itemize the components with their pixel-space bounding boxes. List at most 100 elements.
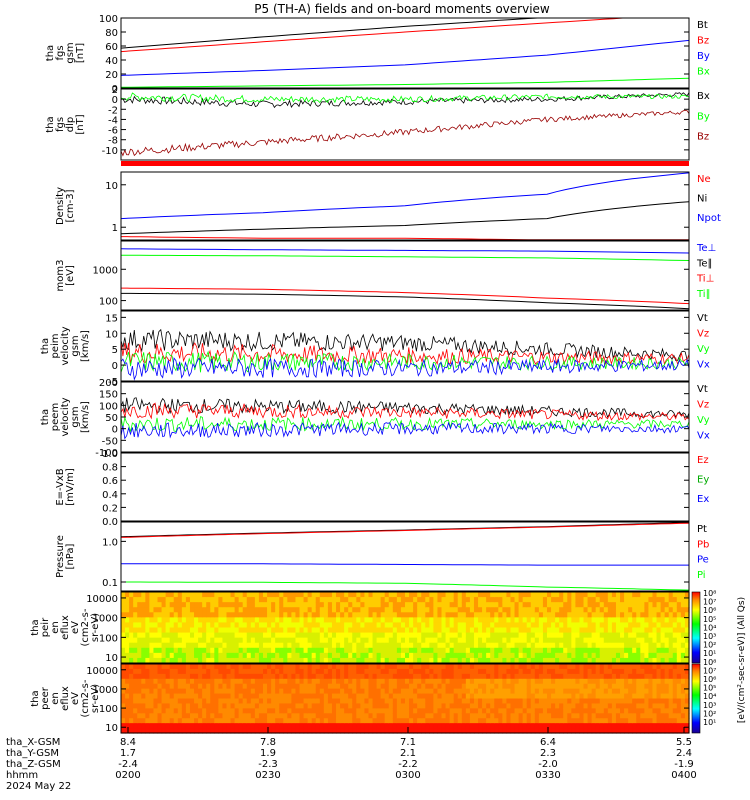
heatmap-cell bbox=[409, 627, 414, 634]
heatmap-cell bbox=[405, 703, 410, 709]
heatmap-cell bbox=[676, 592, 682, 598]
heatmap-cell bbox=[258, 627, 264, 634]
heatmap-cell bbox=[315, 617, 321, 624]
heatmap-cell bbox=[198, 652, 203, 659]
heatmap-cell bbox=[672, 632, 678, 639]
heatmap-cell bbox=[299, 683, 305, 690]
heatmap-cell bbox=[258, 683, 264, 690]
heatmap-cell bbox=[664, 652, 670, 659]
heatmap-cell bbox=[364, 622, 370, 629]
heatmap-cell bbox=[153, 713, 159, 719]
heatmap-cell bbox=[611, 678, 617, 685]
heatmap-cell bbox=[486, 657, 491, 664]
heatmap-cell bbox=[567, 718, 572, 724]
heatmap-cell bbox=[145, 723, 150, 729]
heatmap-cell bbox=[567, 668, 572, 675]
heatmap-cell bbox=[194, 664, 199, 670]
heatmap-cell bbox=[607, 678, 613, 685]
heatmap-cell bbox=[149, 718, 155, 724]
heatmap-cell bbox=[632, 647, 637, 654]
heatmap-cell bbox=[494, 612, 499, 618]
heatmap-cell bbox=[526, 612, 532, 618]
heatmap-cell bbox=[364, 688, 370, 695]
heatmap-cell bbox=[360, 602, 366, 608]
heatmap-cell bbox=[360, 637, 366, 644]
heatmap-cell bbox=[607, 708, 613, 714]
heatmap-cell bbox=[388, 668, 394, 675]
heatmap-cell bbox=[125, 673, 130, 680]
heatmap-cell bbox=[636, 607, 641, 613]
heatmap-cell bbox=[599, 698, 605, 705]
heatmap-cell bbox=[640, 703, 645, 709]
heatmap-cell bbox=[587, 657, 593, 664]
heatmap-cell bbox=[567, 617, 572, 624]
heatmap-cell bbox=[478, 713, 483, 719]
heatmap-cell bbox=[437, 693, 443, 700]
heatmap-cell bbox=[510, 637, 516, 644]
heatmap-cell bbox=[595, 664, 601, 670]
heatmap-cell bbox=[388, 607, 394, 613]
heatmap-cell bbox=[181, 602, 187, 608]
heatmap-cell bbox=[530, 612, 536, 618]
heatmap-cell bbox=[145, 617, 150, 624]
heatmap-cell bbox=[287, 664, 292, 670]
heatmap-cell bbox=[469, 718, 475, 724]
heatmap-cell bbox=[530, 708, 536, 714]
heatmap-cell bbox=[437, 592, 443, 598]
heatmap-cell bbox=[356, 652, 361, 659]
heatmap-cell bbox=[449, 668, 455, 675]
heatmap-cell bbox=[599, 703, 605, 709]
heatmap-cell bbox=[603, 693, 609, 700]
heatmap-cell bbox=[607, 652, 613, 659]
heatmap-cell bbox=[303, 657, 309, 664]
heatmap-cell bbox=[348, 698, 353, 705]
heatmap-cell bbox=[319, 642, 325, 649]
heatmap-cell bbox=[620, 627, 625, 634]
heatmap-cell bbox=[538, 632, 544, 639]
heatmap-cell bbox=[234, 632, 240, 639]
heatmap-cell bbox=[356, 627, 361, 634]
heatmap-cell bbox=[624, 602, 629, 608]
heatmap-cell bbox=[307, 703, 313, 709]
heatmap-cell bbox=[271, 607, 276, 613]
heatmap-cell bbox=[169, 637, 175, 644]
heatmap-cell bbox=[267, 617, 272, 624]
y-tick-label: 0.1 bbox=[102, 578, 118, 589]
heatmap-cell bbox=[206, 683, 211, 690]
heatmap-cell bbox=[494, 617, 499, 624]
heatmap-cell bbox=[526, 728, 532, 734]
heatmap-cell bbox=[331, 673, 337, 680]
heatmap-cell bbox=[372, 652, 378, 659]
heatmap-cell bbox=[469, 652, 475, 659]
heatmap-cell bbox=[327, 668, 333, 675]
heatmap-cell bbox=[161, 657, 167, 664]
heatmap-cell bbox=[283, 607, 288, 613]
heatmap-cell bbox=[409, 678, 414, 685]
heatmap-cell bbox=[267, 657, 272, 664]
heatmap-cell bbox=[254, 673, 260, 680]
heatmap-cell bbox=[279, 642, 284, 649]
heatmap-cell bbox=[165, 637, 171, 644]
heatmap-cell bbox=[210, 642, 215, 649]
heatmap-cell bbox=[238, 627, 244, 634]
heatmap-cell bbox=[165, 632, 171, 639]
heatmap-cell bbox=[640, 622, 645, 629]
heatmap-cell bbox=[595, 607, 601, 613]
heatmap-cell bbox=[222, 612, 228, 618]
heatmap-cell bbox=[392, 703, 398, 709]
heatmap-cell bbox=[660, 693, 666, 700]
heatmap-cell bbox=[352, 664, 357, 670]
heatmap-cell bbox=[218, 708, 224, 714]
heatmap-cell bbox=[656, 632, 662, 639]
heatmap-cell bbox=[396, 688, 402, 695]
heatmap-cell bbox=[684, 642, 690, 649]
heatmap-cell bbox=[396, 652, 402, 659]
heatmap-cell bbox=[526, 622, 532, 629]
heatmap-cell bbox=[315, 708, 321, 714]
heatmap-cell bbox=[327, 678, 333, 685]
heatmap-cell bbox=[352, 607, 357, 613]
heatmap-cell bbox=[571, 652, 576, 659]
heatmap-cell bbox=[348, 708, 353, 714]
heatmap-cell bbox=[129, 637, 134, 644]
heatmap-cell bbox=[522, 713, 528, 719]
